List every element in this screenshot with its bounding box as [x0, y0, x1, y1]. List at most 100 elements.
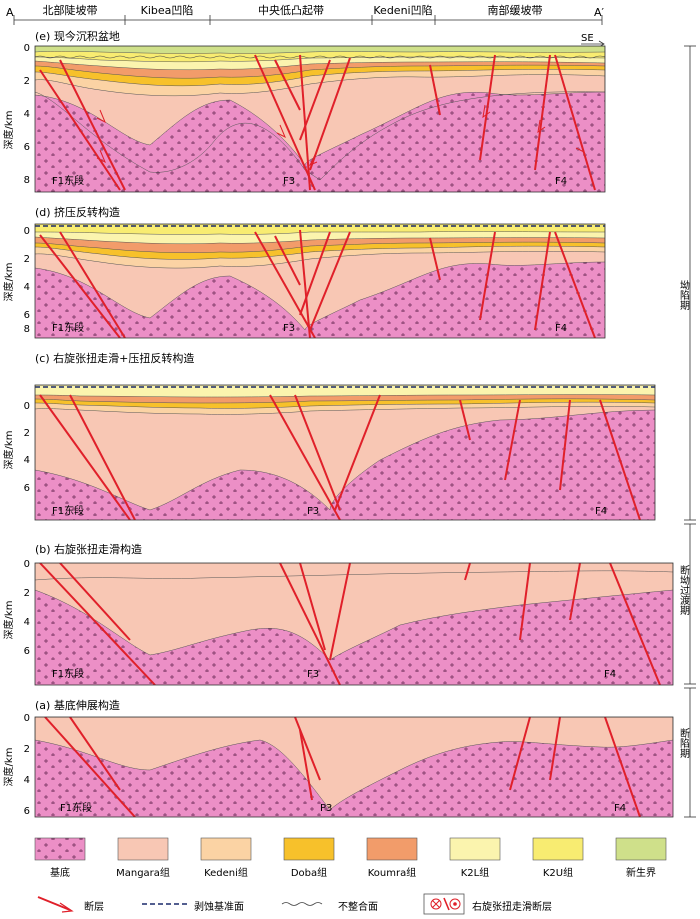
depth-tick: 0 [24, 226, 30, 237]
fault-label: F1东段 [52, 321, 84, 334]
panel-c: (c) 右旋张扭走滑+压扭反转构造 0 2 [2, 351, 656, 521]
legend-swatch-basement [34, 837, 86, 861]
legend-label: Mangara组 [116, 866, 170, 879]
depth-axis-label: 深度/km [2, 263, 15, 302]
fault-label: F1东段 [52, 174, 84, 187]
period-label: 坳陷期 [678, 279, 690, 311]
zone-label: 中央低凸起带 [258, 4, 324, 17]
fault-label: F3 [307, 506, 319, 517]
legend-label: 基底 [50, 866, 70, 879]
fault-label: F1东段 [52, 667, 84, 680]
section-end-a-prime: A′ [594, 6, 605, 19]
fault-label: F3 [283, 176, 295, 187]
depth-axis-label: 深度/km [2, 111, 15, 150]
depth-tick: 6 [24, 646, 30, 657]
legend-label: Kedeni组 [204, 866, 248, 879]
panel-title: (e) 现今沉积盆地 [35, 29, 120, 43]
depth-tick: 8 [24, 324, 30, 335]
legend-label: Koumra组 [368, 866, 417, 879]
legend-swatch-doba [283, 837, 335, 861]
unconformity-line [35, 55, 605, 59]
panel-title: (c) 右旋张扭走滑+压扭反转构造 [35, 351, 194, 365]
depth-tick: 8 [24, 175, 30, 186]
mangara-layer [35, 385, 655, 511]
depth-tick: 2 [24, 428, 30, 439]
depth-tick: 0 [24, 401, 30, 412]
depth-tick: 4 [24, 282, 30, 293]
legend-label: Doba组 [291, 866, 327, 879]
panel-e: (e) 现今沉积盆地 [2, 29, 606, 193]
panel-title: (b) 右旋张扭走滑构造 [35, 542, 142, 556]
unconformity-icon [281, 902, 323, 906]
depth-tick: 2 [24, 76, 30, 87]
depth-tick: 4 [24, 617, 30, 628]
period-column [684, 45, 696, 818]
depth-tick: 6 [24, 310, 30, 321]
depth-tick: 4 [24, 109, 30, 120]
fault-label: F4 [604, 669, 616, 680]
legend-label: K2L组 [461, 866, 490, 879]
panel-d: (d) 挤压反转构造 [2, 205, 606, 339]
fault-lines [44, 717, 641, 817]
fault-label: P3 [320, 803, 332, 814]
fault-lines [39, 563, 661, 685]
legend-swatch-k2u [532, 837, 584, 861]
zone-label: Kibea凹陷 [141, 3, 194, 17]
depth-tick: 4 [24, 455, 30, 466]
depth-tick: 0 [24, 559, 30, 570]
fault-label: F4 [555, 176, 567, 187]
period-label: 断陷期 [678, 727, 690, 759]
depth-axis-label: 深度/km [2, 431, 15, 470]
zone-label: 南部缓坡带 [488, 3, 543, 17]
k2l-layer [35, 385, 655, 398]
section-end-a: A [6, 6, 14, 19]
fault-label: F3 [283, 323, 295, 334]
depth-tick: 2 [24, 254, 30, 265]
legend-swatch-cenozoic [615, 837, 667, 861]
zone-label: Kedeni凹陷 [373, 3, 432, 17]
panel-a: (a) 基底伸展构造 0 2 4 6 深度/km F1东段 P3 F4 [2, 698, 674, 818]
direction-label: SE [581, 33, 594, 44]
legend-label: K2U组 [543, 866, 573, 879]
panel-title: (a) 基底伸展构造 [35, 698, 120, 712]
period-label: 断坳过渡期 [678, 564, 690, 616]
fault-label: F1东段 [52, 504, 84, 517]
legend-label: 不整合面 [338, 900, 378, 913]
legend-swatch-mangara [117, 837, 169, 861]
legend-swatch-kedeni [200, 837, 252, 861]
fault-label: F3 [307, 669, 319, 680]
legend-swatch-koumra [366, 837, 418, 861]
fault-label: F1东段 [60, 801, 92, 814]
fault-lines [39, 54, 596, 191]
legend-label: 剥蚀基准面 [194, 900, 244, 913]
fault-symbol-icon [37, 896, 71, 911]
depth-tick: 6 [24, 483, 30, 494]
zone-label: 北部陡坡带 [43, 3, 98, 17]
panel-b: (b) 右旋张扭走滑构造 0 2 4 6 深度/km [2, 542, 674, 686]
depth-axis-label: 深度/km [2, 601, 15, 640]
legend-label: 右旋张扭走滑断层 [472, 900, 552, 913]
cenozoic-layer [35, 46, 605, 54]
legend: 基底 Mangara组 Kedeni组 Doba组 Koumra组 K2L组 K… [34, 837, 667, 915]
mangara-layer [35, 717, 673, 811]
fault-lines [39, 394, 641, 520]
depth-tick: 0 [24, 43, 30, 54]
fault-lines [39, 229, 596, 338]
depth-tick: 2 [24, 588, 30, 599]
panel-title: (d) 挤压反转构造 [35, 205, 120, 219]
depth-tick: 6 [24, 806, 30, 817]
fault-label: F4 [595, 506, 607, 517]
depth-tick: 4 [24, 775, 30, 786]
legend-label: 断层 [84, 900, 104, 913]
depth-tick: 6 [24, 142, 30, 153]
fault-label: F4 [555, 323, 567, 334]
fault-label: F4 [614, 803, 626, 814]
depth-tick: 2 [24, 744, 30, 755]
legend-label: 新生界 [626, 866, 656, 879]
strike-slip-fault-icon [423, 893, 465, 915]
legend-swatch-k2l [449, 837, 501, 861]
depth-tick: 0 [24, 713, 30, 724]
section-header: A A′ 北部陡坡带 Kibea凹陷 中央低凸起带 Kedeni凹陷 南部缓坡带… [6, 3, 605, 48]
depth-axis-label: 深度/km [2, 748, 15, 787]
